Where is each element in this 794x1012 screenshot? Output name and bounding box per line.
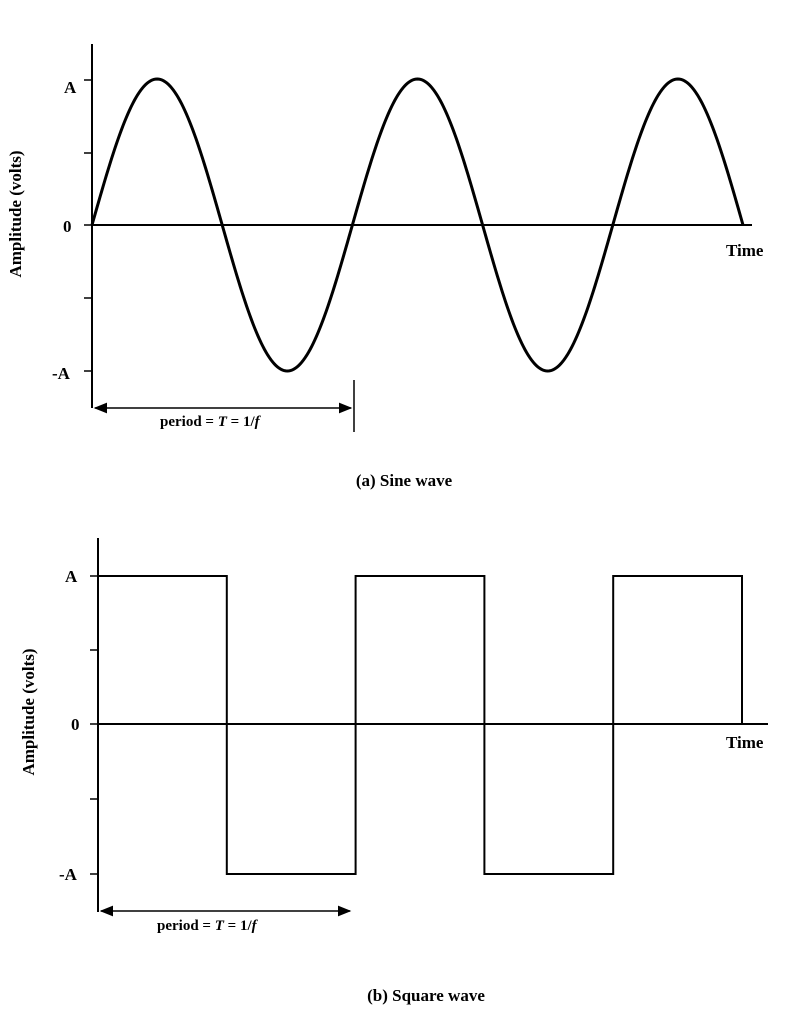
square-wave-panel: A 0 -A Amplitude (volts) Time period = T…: [19, 538, 768, 1005]
sine-wave-panel: A 0 -A Amplitude (volts) Time period = T…: [6, 44, 764, 490]
sine-tick-label-zero: 0: [63, 217, 72, 236]
square-x-axis-title: Time: [726, 733, 764, 752]
sine-tick-label-top: A: [64, 78, 77, 97]
sine-y-axis-title: Amplitude (volts): [6, 150, 25, 277]
square-tick-label-bottom: -A: [59, 865, 78, 884]
square-tick-label-top: A: [65, 567, 78, 586]
square-period-eq: = 1/: [224, 918, 253, 934]
square-y-axis-title: Amplitude (volts): [19, 648, 38, 775]
square-caption: (b) Square wave: [367, 986, 485, 1005]
square-period-prefix: period =: [157, 918, 215, 934]
sine-curve: [90, 77, 745, 373]
sine-period-label: period = T = 1/f: [160, 414, 262, 430]
sine-period-T: T: [218, 414, 228, 430]
sine-x-axis-title: Time: [726, 241, 764, 260]
square-period-label: period = T = 1/f: [157, 918, 259, 934]
sine-tick-label-bottom: -A: [52, 364, 71, 383]
sine-period-eq: = 1/: [227, 414, 256, 430]
square-tick-label-zero: 0: [71, 715, 80, 734]
sine-period-f: f: [255, 414, 262, 430]
square-period-T: T: [215, 918, 225, 934]
square-curve: [97, 575, 743, 875]
sine-period-prefix: period =: [160, 414, 218, 430]
sine-caption: (a) Sine wave: [356, 471, 453, 490]
square-period-f: f: [252, 918, 259, 934]
